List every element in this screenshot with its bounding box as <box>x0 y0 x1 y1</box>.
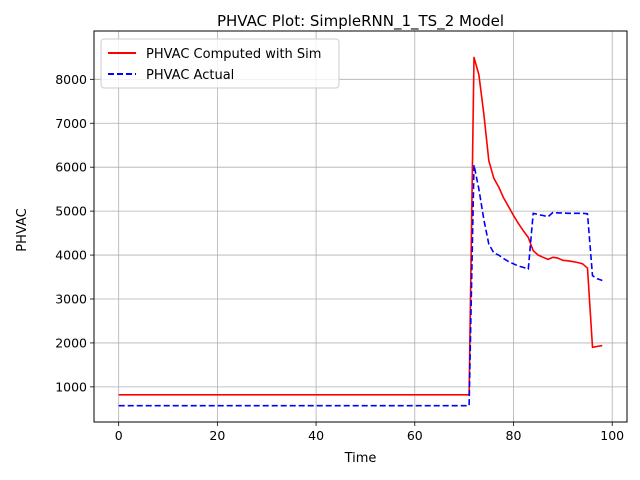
legend-label-actual: PHVAC Actual <box>146 68 234 83</box>
y-axis-label: PHVAC <box>15 208 30 251</box>
series-layer <box>118 56 603 407</box>
series-line-actual <box>118 164 603 407</box>
x-tick-label: 80 <box>506 428 522 443</box>
y-tick-label: 2000 <box>55 335 87 350</box>
y-tick-label: 1000 <box>55 379 87 394</box>
legend-label-computed: PHVAC Computed with Sim <box>146 47 321 62</box>
ticks: 0 20 40 60 80 100 1000 2000 3000 4000 5000 6000 7000… <box>55 72 624 443</box>
y-tick-label: 6000 <box>55 160 87 175</box>
legend: PHVAC Computed with Sim PHVAC Actual <box>100 38 340 89</box>
x-tick-label: 60 <box>407 428 423 443</box>
y-tick-label: 3000 <box>55 291 87 306</box>
y-tick-label: 8000 <box>55 72 87 87</box>
legend-box <box>100 38 340 89</box>
x-tick-label: 20 <box>209 428 225 443</box>
x-tick-label: 40 <box>308 428 324 443</box>
series-line-computed <box>118 56 603 396</box>
x-tick-label: 0 <box>115 428 123 443</box>
y-tick-label: 7000 <box>55 116 87 131</box>
x-tick-label: 100 <box>600 428 624 443</box>
y-tick-label: 4000 <box>55 248 87 263</box>
x-axis-label: Time <box>344 451 377 466</box>
y-tick-label: 5000 <box>55 204 87 219</box>
chart-title: PHVAC Plot: SimpleRNN_1_TS_2 Model <box>217 12 504 31</box>
plot-frame <box>93 30 628 423</box>
